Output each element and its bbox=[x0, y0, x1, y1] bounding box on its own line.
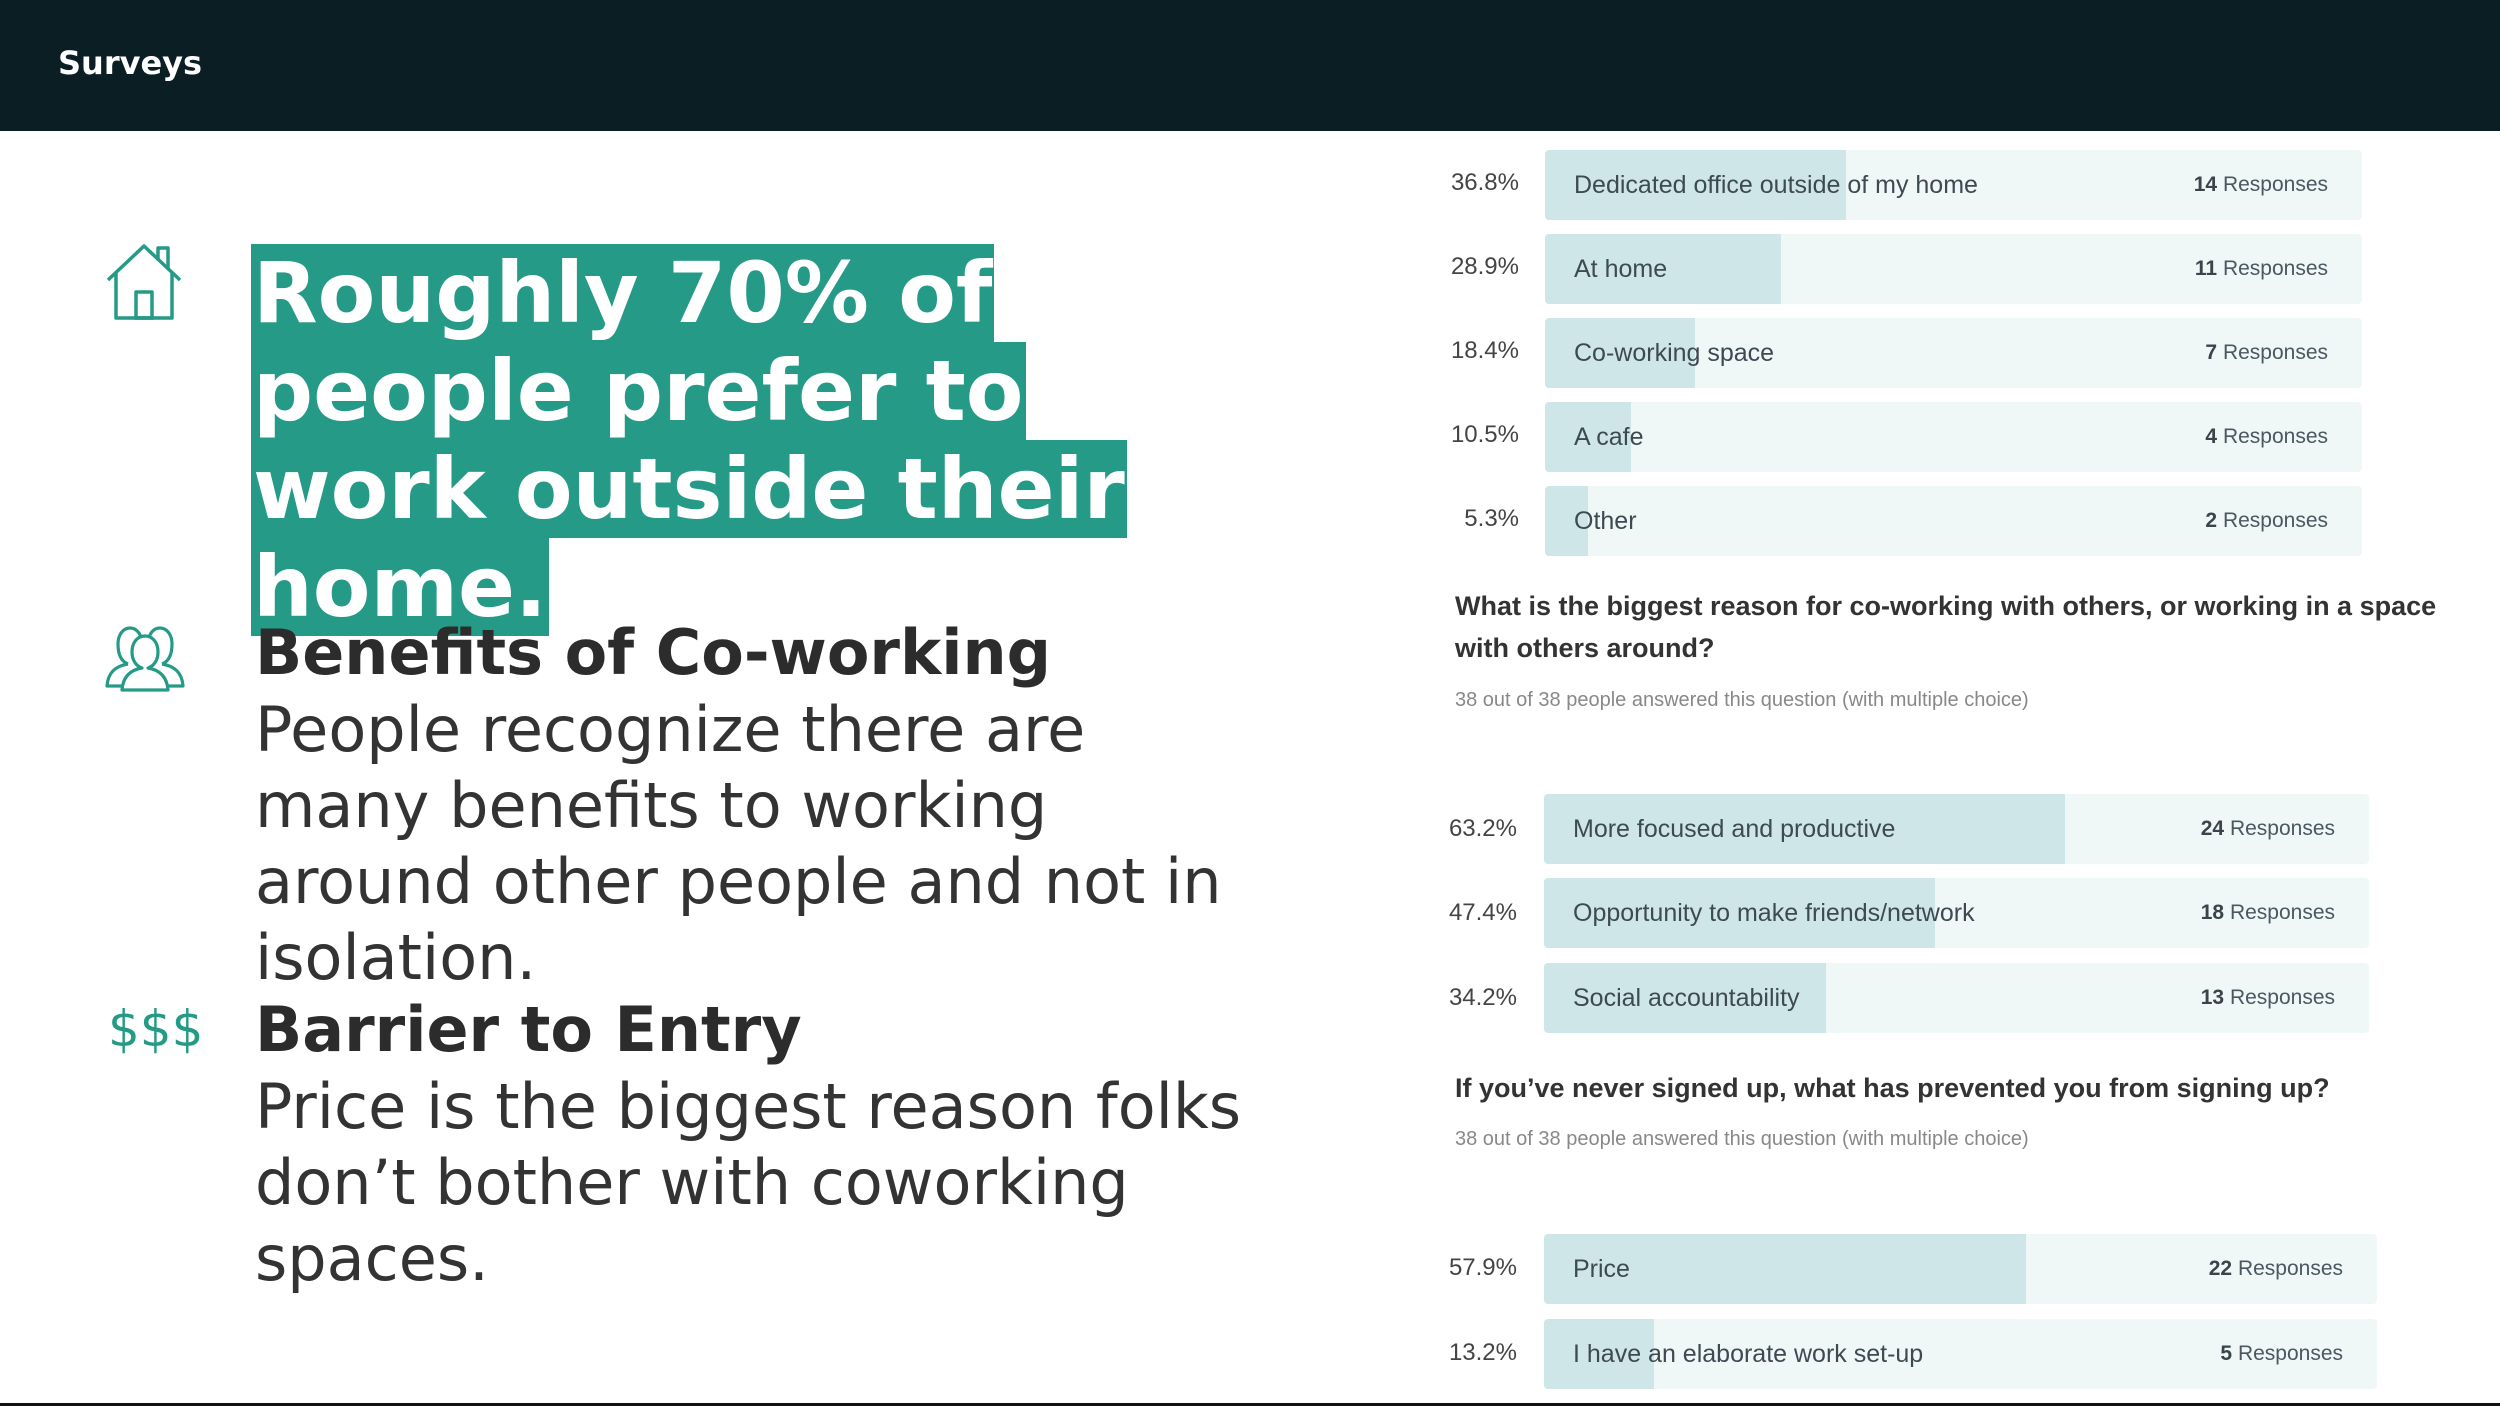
result-count-number: 24 bbox=[2200, 817, 2225, 840]
result-label: Price bbox=[1573, 1255, 1630, 1283]
result-bar-fill bbox=[1544, 1234, 2027, 1304]
result-count-number: 2 bbox=[2205, 509, 2218, 532]
result-count-number: 18 bbox=[2200, 901, 2225, 924]
result-pct: 10.5% bbox=[1450, 421, 1519, 448]
result-bar-fill bbox=[1544, 878, 1936, 948]
result-bar: Price 22 Responses bbox=[1544, 1234, 2377, 1304]
question-3: If you’ve never signed up, what has prev… bbox=[1455, 1073, 2330, 1103]
result-count-suffix: Responses bbox=[2237, 1342, 2343, 1365]
bottom-divider bbox=[0, 1403, 2500, 1406]
house-icon bbox=[104, 242, 184, 322]
result-label: More focused and productive bbox=[1573, 815, 1896, 843]
result-pct: 13.2% bbox=[1448, 1339, 1517, 1366]
result-bar-fill bbox=[1545, 486, 1589, 556]
result-bar-fill bbox=[1544, 794, 2066, 864]
result-count-number: 11 bbox=[2194, 257, 2218, 280]
result-bar-fill bbox=[1545, 402, 1631, 472]
result-count: 18 Responses bbox=[2201, 878, 2335, 948]
page-title: Surveys bbox=[58, 44, 203, 82]
result-count: 2 Responses bbox=[2205, 486, 2328, 556]
result-count-suffix: Responses bbox=[2237, 1257, 2343, 1280]
result-bar-fill bbox=[1544, 963, 1827, 1033]
result-count-number: 13 bbox=[2200, 986, 2225, 1009]
result-bar: Opportunity to make friends/network 18 R… bbox=[1544, 878, 2369, 948]
result-label: Dedicated office outside of my home bbox=[1574, 171, 1978, 199]
result-bar: Other 2 Responses bbox=[1545, 486, 2362, 556]
answered-note-3: 38 out of 38 people answered this questi… bbox=[1455, 1128, 2029, 1150]
result-pct: 63.2% bbox=[1448, 815, 1517, 842]
result-count: 13 Responses bbox=[2201, 963, 2335, 1033]
result-count: 5 Responses bbox=[2220, 1319, 2343, 1389]
result-count-suffix: Responses bbox=[2222, 425, 2328, 448]
barrier-title: Barrier to Entry bbox=[255, 993, 802, 1066]
result-count: 14 Responses bbox=[2194, 150, 2328, 220]
dollar-icon: $$$ bbox=[108, 1000, 204, 1058]
result-count-number: 4 bbox=[2205, 425, 2218, 448]
top-bar: Surveys bbox=[0, 0, 2500, 131]
result-pct: 57.9% bbox=[1448, 1254, 1517, 1281]
result-bar: Co-working space 7 Responses bbox=[1545, 318, 2362, 388]
result-bar: At home 11 Responses bbox=[1545, 234, 2362, 304]
result-pct: 18.4% bbox=[1450, 337, 1519, 364]
result-label: Social accountability bbox=[1573, 984, 1800, 1012]
result-pct: 34.2% bbox=[1448, 984, 1517, 1011]
result-pct: 36.8% bbox=[1450, 169, 1519, 196]
result-pct: 47.4% bbox=[1448, 899, 1517, 926]
result-count: 24 Responses bbox=[2201, 794, 2335, 864]
result-pct: 5.3% bbox=[1464, 505, 1519, 532]
result-count: 4 Responses bbox=[2205, 402, 2328, 472]
result-label: Opportunity to make friends/network bbox=[1573, 899, 1975, 927]
result-bar-fill bbox=[1545, 318, 1696, 388]
headline-block: Roughly 70% of people prefer to work out… bbox=[251, 244, 1201, 636]
result-label: Co-working space bbox=[1574, 339, 1775, 367]
barrier-body: Price is the biggest reason folks don’t … bbox=[255, 1070, 1242, 1295]
result-bar-fill bbox=[1544, 1319, 1654, 1389]
result-count: 7 Responses bbox=[2205, 318, 2328, 388]
benefits-title: Benefits of Co-working bbox=[255, 616, 1052, 689]
result-count-suffix: Responses bbox=[2229, 817, 2335, 840]
result-bar: Social accountability 13 Responses bbox=[1544, 963, 2369, 1033]
result-bar: I have an elaborate work set-up 5 Respon… bbox=[1544, 1319, 2377, 1389]
people-icon bbox=[104, 624, 186, 692]
result-count-suffix: Responses bbox=[2222, 509, 2328, 532]
result-bar-fill bbox=[1545, 150, 1846, 220]
result-count-suffix: Responses bbox=[2222, 173, 2328, 196]
answered-note-2: 38 out of 38 people answered this questi… bbox=[1455, 689, 2029, 711]
result-count-number: 7 bbox=[2205, 341, 2218, 364]
headline: Roughly 70% of people prefer to work out… bbox=[251, 244, 1127, 636]
benefits-body: People recognize there are many benefits… bbox=[255, 693, 1222, 994]
result-label: I have an elaborate work set-up bbox=[1573, 1340, 1924, 1368]
result-count: 22 Responses bbox=[2209, 1234, 2343, 1304]
result-label: At home bbox=[1574, 255, 1668, 283]
result-label: A cafe bbox=[1574, 423, 1644, 451]
result-count-suffix: Responses bbox=[2222, 341, 2328, 364]
result-count-suffix: Responses bbox=[2222, 257, 2328, 280]
question-2: What is the biggest reason for co-workin… bbox=[1455, 591, 2437, 663]
result-count-number: 5 bbox=[2220, 1342, 2233, 1365]
result-bar: Dedicated office outside of my home 14 R… bbox=[1545, 150, 2362, 220]
result-bar: A cafe 4 Responses bbox=[1545, 402, 2362, 472]
result-count-number: 14 bbox=[2193, 173, 2218, 196]
result-label: Other bbox=[1574, 507, 1637, 535]
result-bar: More focused and productive 24 Responses bbox=[1544, 794, 2369, 864]
result-bar-fill bbox=[1545, 234, 1782, 304]
result-count-suffix: Responses bbox=[2229, 901, 2335, 924]
result-count-suffix: Responses bbox=[2229, 986, 2335, 1009]
result-pct: 28.9% bbox=[1450, 253, 1519, 280]
result-count-number: 22 bbox=[2208, 1257, 2233, 1280]
result-count: 11 Responses bbox=[2195, 234, 2328, 304]
